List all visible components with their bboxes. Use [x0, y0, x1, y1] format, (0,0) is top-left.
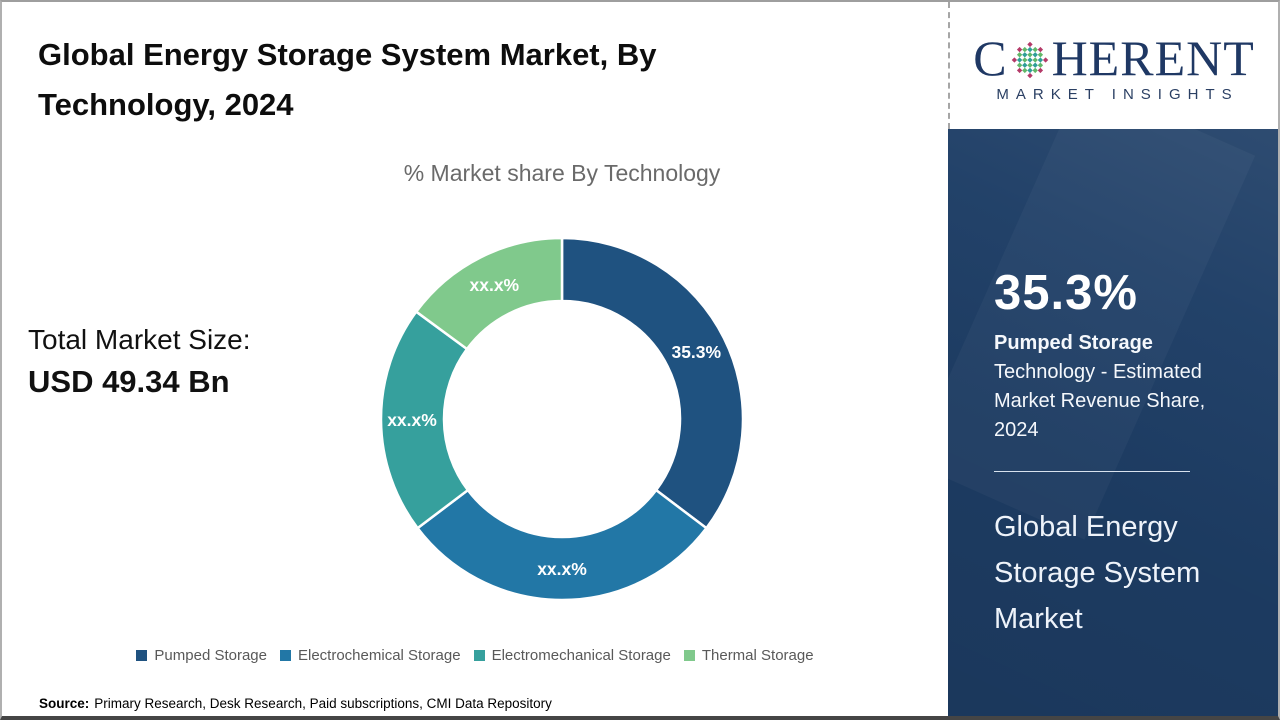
stat-description: Technology - Estimated Market Revenue Sh… — [994, 361, 1206, 441]
highlight-panel-content: 35.3% Pumped Storage Technology - Estima… — [948, 265, 1278, 642]
brand-tagline: MARKET INSIGHTS — [996, 85, 1239, 103]
legend-item-electromechanical-storage: Electromechanical Storage — [473, 647, 671, 664]
donut-segment-thermal-storage — [414, 236, 564, 351]
brand-letter-c: C — [973, 29, 1008, 86]
panel-market-name: Global Energy Storage System Market — [994, 511, 1201, 635]
page-title: Global Energy Storage System Market, By … — [38, 37, 657, 122]
total-market-size-value: USD 49.34 Bn — [28, 364, 230, 399]
legend-label-electrochemical-storage: Electrochemical Storage — [298, 647, 461, 664]
legend-item-thermal-storage: Thermal Storage — [683, 647, 814, 664]
total-market-size-label: Total Market Size: — [28, 324, 251, 355]
slice-label-electrochemical-storage: xx.x% — [537, 559, 587, 579]
stat-value: 35.3% — [994, 266, 1138, 320]
legend-swatch-electromechanical-storage — [473, 650, 485, 661]
brand-letters-herent: HERENT — [1051, 29, 1255, 86]
legend-swatch-thermal-storage — [683, 650, 695, 661]
donut-chart: 35.3% xx.x% xx.x% xx.x% — [370, 227, 754, 611]
legend-item-pumped-storage: Pumped Storage — [136, 647, 267, 664]
donut-chart-svg: 35.3% xx.x% xx.x% xx.x% — [379, 236, 745, 602]
source-line: Source: Primary Research, Desk Research, … — [39, 696, 552, 711]
slice-label-electromechanical-storage: xx.x% — [387, 410, 437, 430]
legend-label-electromechanical-storage: Electromechanical Storage — [491, 647, 671, 664]
source-label: Source: — [39, 696, 90, 711]
donut-segment-pumped-storage — [560, 236, 745, 530]
stat-category: Pumped Storage — [994, 332, 1153, 354]
legend-label-thermal-storage: Thermal Storage — [701, 647, 814, 664]
stat-description-block: Pumped Storage Technology - Estimated Ma… — [994, 329, 1234, 445]
chart-legend: Pumped Storage Electrochemical Storage Ele… — [2, 647, 948, 664]
source-text: Primary Research, Desk Research, Paid su… — [94, 696, 552, 711]
panel-divider — [994, 471, 1190, 472]
legend-swatch-pumped-storage — [136, 650, 148, 661]
brand-logo: C HERENT MARKET INSIGHTS — [948, 2, 1278, 129]
slice-label-pumped-storage: 35.3% — [671, 342, 721, 362]
highlight-panel: 35.3% Pumped Storage Technology - Estima… — [948, 129, 1278, 716]
legend-item-electrochemical-storage: Electrochemical Storage — [280, 647, 461, 664]
legend-swatch-electrochemical-storage — [280, 650, 291, 661]
slice-label-thermal-storage: xx.x% — [470, 275, 520, 295]
legend-label-pumped-storage: Pumped Storage — [154, 647, 267, 664]
dotted-globe-icon — [1011, 41, 1048, 78]
chart-subtitle: % Market share By Technology — [403, 160, 721, 186]
brand-wordmark: C HERENT — [973, 33, 1255, 83]
donut-segment-electrochemical-storage — [415, 488, 709, 602]
total-market-size: Total Market Size: USD 49.34 Bn — [28, 324, 251, 400]
